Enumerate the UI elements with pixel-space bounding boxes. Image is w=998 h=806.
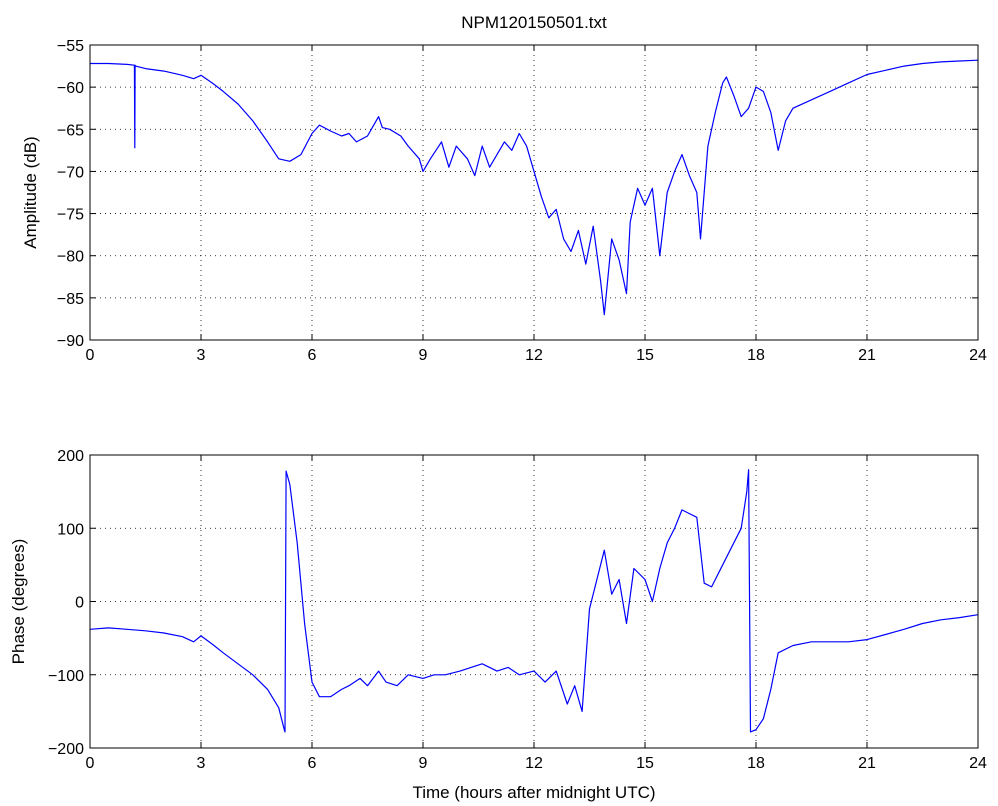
chart-title: NPM120150501.txt	[461, 13, 607, 32]
phase-xtick-label: 18	[747, 755, 765, 772]
amplitude-ytick-label: −55	[57, 38, 84, 55]
amplitude-ytick-label: −75	[57, 207, 84, 224]
amplitude-xtick-label: 6	[308, 347, 317, 364]
phase-xtick-label: 9	[419, 755, 428, 772]
amplitude-ytick-label: −85	[57, 291, 84, 308]
amplitude-xtick-label: 18	[747, 347, 765, 364]
phase-xlabel: Time (hours after midnight UTC)	[412, 783, 655, 802]
phase-xtick-label: 21	[858, 755, 876, 772]
phase-panel: 0 3 6 9 12 15 18 21 24 200 100 0 −100 −200 Phase (degr…	[9, 448, 987, 802]
amplitude-ytick-label: −65	[57, 122, 84, 139]
amplitude-ytick-label: −80	[57, 249, 84, 266]
amplitude-xtick-label: 15	[636, 347, 654, 364]
amplitude-xtick-label: 24	[969, 347, 987, 364]
phase-ytick-label: 100	[57, 521, 84, 538]
phase-xtick-label: 12	[525, 755, 543, 772]
phase-ytick-label: −100	[48, 668, 84, 685]
amplitude-xtick-label: 9	[419, 347, 428, 364]
phase-ytick-label: −200	[48, 741, 84, 758]
phase-xtick-label: 6	[308, 755, 317, 772]
phase-axes-frame	[89, 454, 979, 749]
phase-xtick-label: 15	[636, 755, 654, 772]
amplitude-ylabel: Amplitude (dB)	[21, 136, 40, 248]
amplitude-panel: 0 3 6 9 12 15 18 21 24 −55 −60 −65 −70 −75 −80 −85 −90 Am…	[21, 38, 987, 364]
phase-xtick-label: 0	[86, 755, 95, 772]
phase-ytick-label: 200	[57, 448, 84, 465]
amplitude-series-line	[90, 59, 979, 316]
amplitude-xtick-label: 12	[525, 347, 543, 364]
amplitude-xtick-label: 21	[858, 347, 876, 364]
phase-ylabel: Phase (degrees)	[9, 539, 28, 665]
phase-ytick-label: 0	[75, 595, 84, 612]
phase-xtick-label: 24	[969, 755, 987, 772]
phase-xtick-label: 3	[197, 755, 206, 772]
amplitude-xtick-label: 0	[86, 347, 95, 364]
phase-series-line	[89, 469, 979, 733]
amplitude-ytick-label: −70	[57, 164, 84, 181]
amplitude-xtick-label: 3	[197, 347, 206, 364]
amplitude-ytick-label: −60	[57, 80, 84, 97]
amplitude-ytick-label: −90	[57, 333, 84, 350]
